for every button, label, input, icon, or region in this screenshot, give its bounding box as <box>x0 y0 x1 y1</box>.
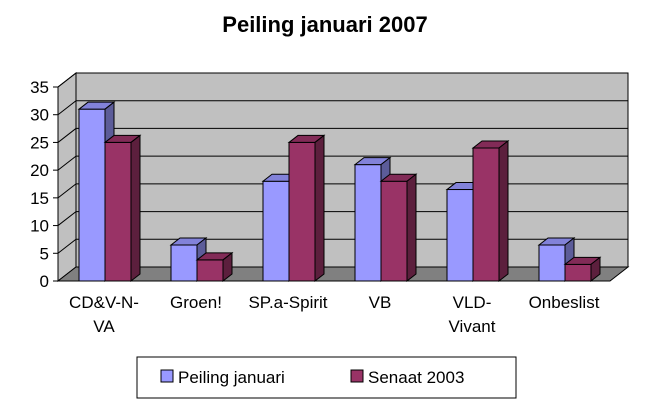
x-category-label-line: Groen! <box>170 293 222 312</box>
x-category-label: SP.a-Spirit <box>248 293 327 312</box>
gridlines <box>57 72 628 254</box>
x-category-label-line: Vivant <box>449 317 496 336</box>
gridline <box>57 72 628 88</box>
x-category-label-line: SP.a-Spirit <box>248 293 327 312</box>
legend-label: Senaat 2003 <box>368 368 464 387</box>
y-tick-label: 10 <box>30 217 49 236</box>
legend-box <box>136 356 517 399</box>
x-category-label: VB <box>369 293 392 312</box>
bar <box>287 134 326 283</box>
x-category-label-line: VLD- <box>453 293 492 312</box>
bar-front <box>564 263 592 282</box>
gridline <box>57 100 628 116</box>
x-category-label: Onbeslist <box>529 293 600 312</box>
x-category-label-line: Onbeslist <box>529 293 600 312</box>
bar-front <box>78 108 106 282</box>
legend-swatch <box>350 369 364 383</box>
x-category-label-line: VB <box>369 293 392 312</box>
gridline <box>57 155 628 171</box>
gridline <box>57 183 628 199</box>
y-tick-label: 0 <box>40 272 49 291</box>
bar-front <box>170 244 198 282</box>
bar-front <box>104 141 132 282</box>
gridline <box>57 238 628 254</box>
x-category-label-line: CD&V-N- <box>69 293 139 312</box>
axes <box>53 86 610 282</box>
bar-front <box>288 141 316 282</box>
y-tick-label: 30 <box>30 106 49 125</box>
y-tick-label: 15 <box>30 189 49 208</box>
y-tick-label: 35 <box>30 78 49 97</box>
gridline <box>57 211 628 226</box>
bar-side <box>222 251 233 283</box>
legend-label: Peiling januari <box>178 368 285 387</box>
bar-side <box>314 134 325 283</box>
y-tick-label: 20 <box>30 161 49 180</box>
y-tick-label: 5 <box>40 244 49 263</box>
bar-front <box>196 259 224 282</box>
bar-side <box>406 173 417 283</box>
x-category-label: Groen! <box>170 293 222 312</box>
bar <box>195 251 234 283</box>
bar <box>471 139 510 283</box>
bar-front <box>262 180 290 282</box>
bar <box>169 236 208 283</box>
bar-front <box>380 180 408 282</box>
x-category-label-line: VA <box>93 317 115 336</box>
bar-front <box>446 189 474 282</box>
y-axis-ticks: 0 5 10 15 20 25 30 35 <box>30 78 49 291</box>
bar-side <box>498 139 509 283</box>
bar-side <box>590 256 601 283</box>
legend: Peiling januari Senaat 2003 <box>136 356 517 399</box>
bar <box>103 134 142 283</box>
chart-title: Peiling januari 2007 <box>222 12 427 37</box>
bar-front <box>354 164 382 282</box>
y-tick-label: 25 <box>30 133 49 152</box>
bars <box>77 101 602 283</box>
x-axis-categories: CD&V-N- VA Groen! SP.a-Spirit VB VLD- Vivant On… <box>69 293 600 336</box>
x-category-label: VLD- Vivant <box>449 293 496 336</box>
legend-swatch <box>160 369 174 383</box>
bar-front <box>538 244 566 282</box>
bar <box>379 173 418 283</box>
side-wall <box>57 71 77 283</box>
bar-side <box>130 134 141 283</box>
x-category-label: CD&V-N- VA <box>69 293 139 336</box>
back-wall <box>75 72 629 268</box>
gridline <box>57 127 628 143</box>
bar <box>563 256 602 283</box>
bar-front <box>472 147 500 282</box>
